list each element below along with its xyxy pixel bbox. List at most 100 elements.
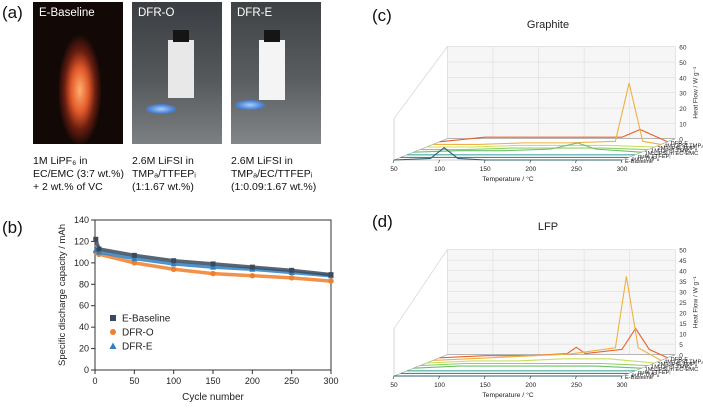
x-tick-label: 100 — [166, 376, 181, 386]
z-tick-label: 35 — [679, 279, 687, 286]
y-tick-label: 120 — [74, 236, 89, 246]
x-tick-label: 250 — [571, 166, 582, 173]
x-tick — [529, 159, 532, 164]
series-label: pure TTFEPᵢ — [638, 370, 670, 376]
legend-label: E-Baseline — [122, 314, 171, 325]
x-tick-label: 200 — [525, 166, 536, 173]
photo-title: DFR-O — [138, 7, 175, 19]
data-point — [95, 249, 102, 255]
caption-e-baseline: 1M LiPF₆ in EC/EMC (3:7 wt.%) + 2 wt.% o… — [33, 155, 124, 194]
x-tick — [392, 159, 395, 164]
x-axis-label: Temperature / °C — [482, 391, 534, 399]
series-label: 1M LiFSI in EC-EMC — [645, 151, 699, 157]
x-tick — [575, 159, 577, 164]
panel-label-b: (b) — [2, 218, 23, 237]
data-point — [210, 264, 216, 270]
y-tick-label: 60 — [79, 301, 89, 311]
photo-dfr-e: DFR-E — [231, 2, 321, 144]
series-4 — [420, 147, 649, 151]
data-point — [288, 275, 295, 281]
z-tick-label: 30 — [679, 91, 687, 98]
separator-strip — [259, 40, 285, 100]
caption-line: (1:1.67 wt.%) — [132, 181, 194, 193]
z-tick-label: 50 — [679, 60, 687, 67]
legend-marker — [109, 342, 117, 349]
x-axis-label: Temperature / °C — [482, 175, 534, 183]
z-tick-label: 0 — [679, 137, 683, 144]
photo-title: DFR-E — [237, 7, 273, 19]
x-tick-label: 150 — [205, 376, 220, 386]
x-tick — [529, 375, 532, 380]
x-tick-label: 200 — [525, 382, 536, 389]
x-tick-label: 200 — [245, 376, 260, 386]
caption-line: TMPₐ/TTFEPᵢ — [132, 168, 196, 180]
chart-title: LFP — [538, 221, 558, 233]
graphite-dsc-chart: Graphite 0 10 20 30 40 50 60 Heat Flow / W g⁻¹ DF… — [390, 19, 703, 183]
data-point — [131, 260, 138, 266]
separator-strip — [168, 40, 194, 98]
data-point — [210, 270, 216, 277]
z-tick-label: 15 — [679, 321, 687, 328]
x-tick-label: 300 — [323, 376, 338, 386]
series-e-baseline — [93, 236, 334, 278]
data-point — [93, 236, 99, 242]
series-label: E-Baseline — [625, 159, 653, 165]
legend-marker — [110, 329, 116, 335]
data-point — [170, 266, 177, 272]
series-label: pure TMPₐ — [632, 372, 660, 378]
series-7 — [439, 327, 668, 359]
data-point — [289, 267, 295, 273]
z-tick-label: 40 — [679, 75, 687, 82]
x-tick — [620, 375, 623, 380]
data-point — [96, 246, 102, 252]
caption-line: 2.6M LiFSI in — [132, 155, 194, 167]
left-wall-edge — [393, 46, 448, 119]
series-label: 1M LiFSI in EC-EMC — [645, 367, 699, 373]
z-tick-label: 5 — [679, 342, 683, 349]
legend-label: DFR-O — [122, 328, 154, 339]
data-point — [131, 252, 137, 258]
z-tick-label: 20 — [679, 106, 687, 113]
series-3 — [413, 365, 642, 369]
series-label: DFR-E — [671, 357, 689, 363]
data-point — [249, 264, 255, 270]
caption-line: 2.6M LiFSI in — [231, 155, 293, 167]
x-tick-label: 100 — [434, 166, 445, 173]
data-point — [210, 261, 216, 267]
x-tick-label: 50 — [390, 166, 398, 173]
y-tick-label: 40 — [79, 322, 89, 332]
caption-line: + 2 wt.% of VC — [33, 181, 103, 193]
series-5 — [426, 358, 655, 364]
caption-dfr-o: 2.6M LiFSI in TMPₐ/TTFEPᵢ (1:1.67 wt.%) — [132, 155, 196, 194]
x-tick — [620, 159, 623, 164]
series-label: 4M LiFSI-TMPₐ — [664, 143, 703, 149]
lfp-dsc-chart: LFP 0 5 10 15 20 25 30 35 40 45 50 Heat Flow / W g⁻¹… — [390, 221, 703, 399]
clip-icon — [264, 30, 280, 42]
x-tick — [438, 159, 440, 164]
left-wall-edge — [393, 249, 448, 329]
series-4 — [419, 362, 649, 367]
series-0 — [393, 147, 622, 161]
x-axis-label: Cycle number — [182, 392, 244, 403]
clip-icon — [173, 30, 189, 42]
data-point — [328, 272, 334, 278]
caption-line: EC/EMC (3:7 wt.%) — [33, 168, 125, 180]
z-axis-label: Heat Flow / W g⁻¹ — [692, 275, 699, 328]
series-label: pure TMPₐ — [632, 156, 660, 162]
series-label: 1M LiFSI-TMPₐ — [651, 365, 691, 371]
y-tick-label: 100 — [74, 258, 89, 268]
caption-dfr-e: 2.6M LiFSI in TMPₐ/EC/TTFEPᵢ (1:0.09:1.6… — [231, 155, 316, 194]
y-tick-label: 80 — [79, 279, 89, 289]
x-tick-label: 300 — [617, 166, 628, 173]
x-tick-label: 150 — [480, 166, 491, 173]
panel-label-c: (c) — [372, 6, 392, 25]
x-tick — [392, 375, 395, 380]
caption-line: 1M LiPF₆ in — [33, 155, 88, 167]
x-tick-label: 50 — [390, 382, 398, 389]
data-point — [131, 255, 138, 262]
y-tick-label: 20 — [79, 344, 89, 354]
x-tick-label: 250 — [571, 382, 582, 389]
x-tick-label: 250 — [284, 376, 299, 386]
x-tick-label: 50 — [129, 376, 139, 386]
data-point — [328, 278, 334, 284]
